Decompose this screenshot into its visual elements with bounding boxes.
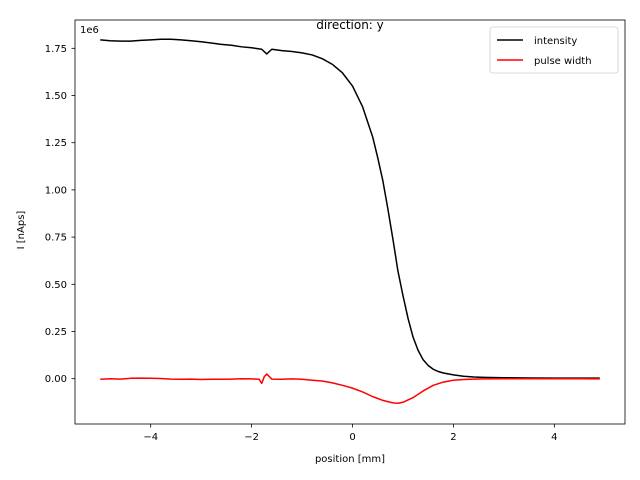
- y-tick-label: 0.00: [45, 374, 67, 385]
- series-line-intensity: [100, 38, 600, 379]
- x-tick-label: −2: [244, 432, 259, 443]
- y-offset-text: 1e6: [80, 25, 99, 36]
- chart-title: direction: y: [316, 18, 384, 32]
- x-axis-label: position [mm]: [315, 454, 385, 465]
- series-line-pulse-width: [100, 373, 600, 404]
- legend-label-pulse-width: pulse width: [534, 56, 592, 67]
- legend-box: [489, 26, 619, 74]
- y-tick-label: 1.00: [45, 185, 67, 196]
- legend-label-intensity: intensity: [534, 36, 577, 47]
- y-tick-label: 0.75: [45, 233, 67, 244]
- x-tick-label: 0: [349, 432, 355, 443]
- legend: intensity pulse width: [489, 26, 619, 74]
- plot-area: −4 −2 0 2 4 0.00 0.25 0.50 0.75 1.00 1.25 1.50 1.75: [45, 19, 626, 443]
- y-tick-label: 0.50: [45, 280, 67, 291]
- x-tick-label: 2: [450, 432, 456, 443]
- y-tick-label: 0.25: [45, 327, 67, 338]
- y-axis-label: I [nAps]: [16, 211, 27, 250]
- y-tick-label: 1.75: [45, 44, 67, 55]
- y-tick-label: 1.25: [45, 138, 67, 149]
- axes-frame: [74, 19, 626, 425]
- x-tick-label: 4: [551, 432, 557, 443]
- x-tick-label: −4: [143, 432, 158, 443]
- y-tick-label: 1.50: [45, 91, 67, 102]
